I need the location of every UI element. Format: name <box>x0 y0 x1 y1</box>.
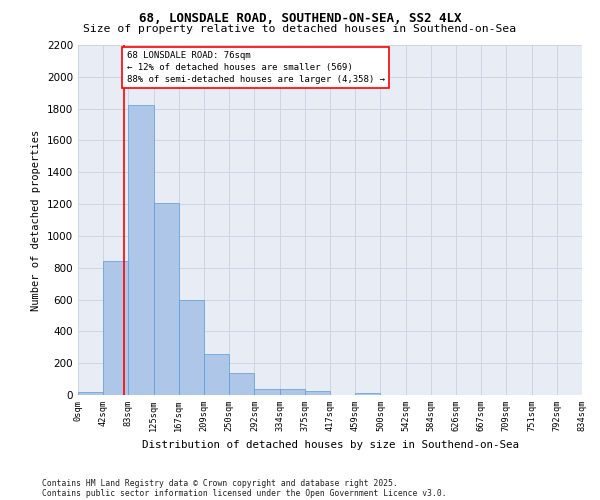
Bar <box>280 389 305 395</box>
Bar <box>355 393 380 395</box>
Bar <box>103 262 128 395</box>
Text: Size of property relative to detached houses in Southend-on-Sea: Size of property relative to detached ho… <box>83 24 517 34</box>
Text: Contains HM Land Registry data © Crown copyright and database right 2025.
Contai: Contains HM Land Registry data © Crown c… <box>42 479 446 498</box>
Text: 68 LONSDALE ROAD: 76sqm
← 12% of detached houses are smaller (569)
88% of semi-d: 68 LONSDALE ROAD: 76sqm ← 12% of detache… <box>127 52 385 84</box>
X-axis label: Distribution of detached houses by size in Southend-on-Sea: Distribution of detached houses by size … <box>142 440 518 450</box>
Bar <box>229 372 254 395</box>
Bar <box>254 388 280 395</box>
Bar <box>128 106 154 395</box>
Y-axis label: Number of detached properties: Number of detached properties <box>31 130 41 310</box>
Bar <box>305 390 330 395</box>
Bar <box>154 202 179 395</box>
Bar <box>78 392 103 395</box>
Bar <box>204 354 229 395</box>
Bar <box>179 300 204 395</box>
Text: 68, LONSDALE ROAD, SOUTHEND-ON-SEA, SS2 4LX: 68, LONSDALE ROAD, SOUTHEND-ON-SEA, SS2 … <box>139 12 461 24</box>
